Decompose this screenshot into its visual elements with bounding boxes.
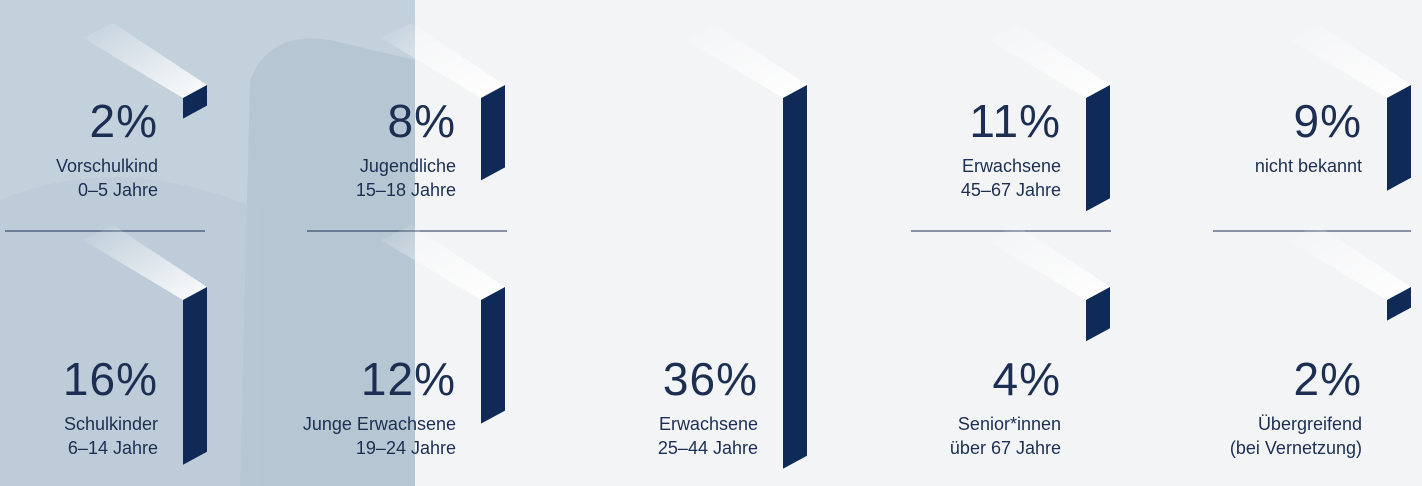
category-label: nicht bekannt [1255,156,1362,176]
bar [481,85,505,181]
category-label: Schulkinder [64,414,158,434]
value-label: 36% [663,353,758,405]
category-label: 45–67 Jahre [961,180,1061,200]
bar [183,85,207,119]
bar [1387,85,1411,191]
bar [1387,287,1411,321]
category-label: Jugendliche [360,156,456,176]
category-label: über 67 Jahre [950,438,1061,458]
light-beam [83,23,207,98]
value-label: 9% [1294,95,1362,147]
bar [1086,85,1110,212]
value-label: 2% [1294,353,1362,405]
category-label: Vorschulkind [56,156,158,176]
photo-shape [240,38,415,486]
light-beam [986,23,1110,98]
category-label: Erwachsene [659,414,758,434]
bar [783,85,807,469]
bar [1086,287,1110,342]
category-label: Junge Erwachsene [303,414,456,434]
value-label: 11% [969,95,1061,147]
bar [481,287,505,424]
value-label: 8% [388,95,456,147]
bar [183,287,207,465]
value-label: 2% [90,95,158,147]
category-label: 19–24 Jahre [356,438,456,458]
light-beam [1287,23,1411,98]
light-beam [381,23,505,98]
category-label: Erwachsene [962,156,1061,176]
category-label: Übergreifend [1258,414,1362,434]
category-label: Senior*innen [958,414,1061,434]
category-label: (bei Vernetzung) [1230,438,1362,458]
category-label: 25–44 Jahre [658,438,758,458]
light-beam [986,225,1110,300]
value-label: 16% [63,353,158,405]
light-beam [683,23,807,98]
light-beam [381,225,505,300]
light-beam [1287,225,1411,300]
category-label: 0–5 Jahre [78,180,158,200]
light-beam [83,225,207,300]
category-label: 15–18 Jahre [356,180,456,200]
value-label: 4% [993,353,1061,405]
value-label: 12% [361,353,456,405]
category-label: 6–14 Jahre [68,438,158,458]
